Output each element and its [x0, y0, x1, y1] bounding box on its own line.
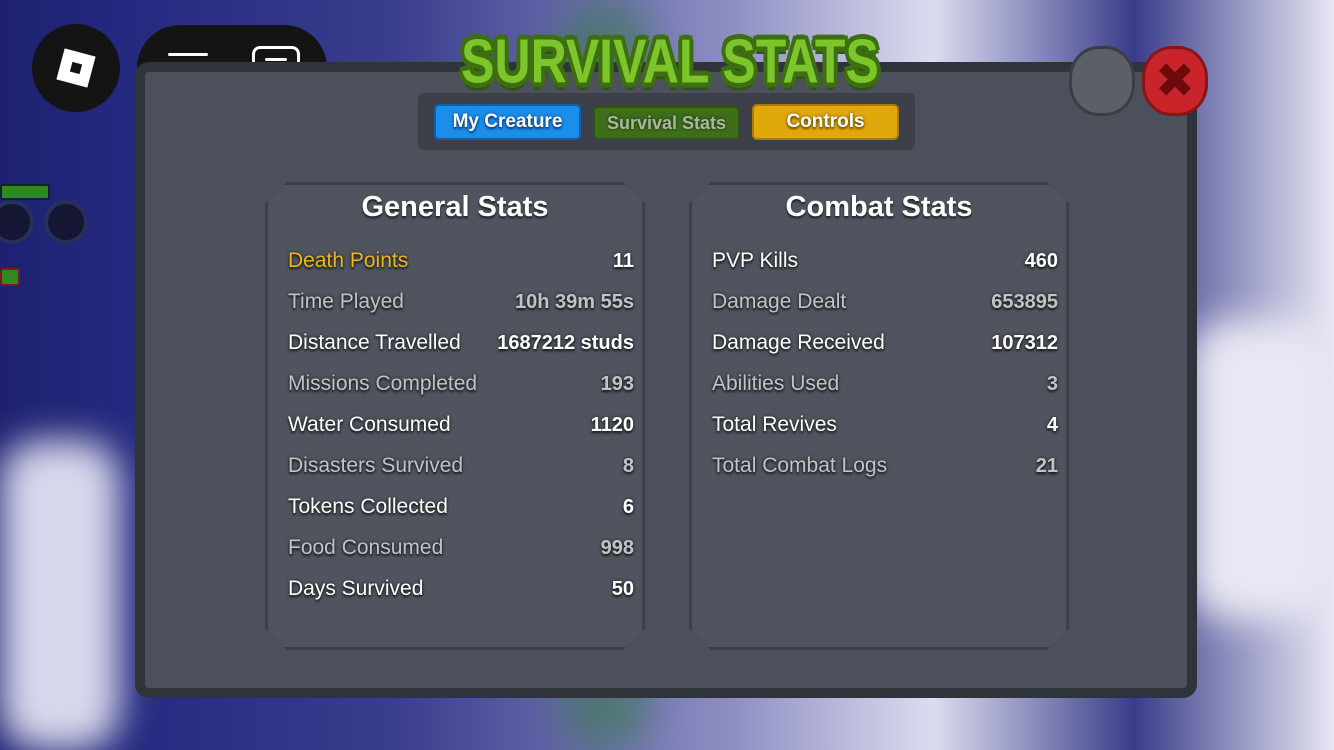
roblox-logo-icon: [56, 48, 96, 88]
stat-value: 4: [1046, 413, 1058, 436]
close-x-icon: ✖: [1154, 53, 1196, 109]
tab-survival-stats[interactable]: Survival Stats: [593, 106, 740, 140]
stat-label: Disasters Survived: [288, 454, 464, 477]
stat-label: Days Survived: [288, 577, 424, 600]
stat-value: 21: [1035, 454, 1058, 477]
stat-value: 8: [622, 454, 634, 477]
tab-my-creature[interactable]: My Creature: [434, 104, 581, 140]
combat-stats-heading: Combat Stats: [785, 191, 973, 223]
stat-label: Death Points: [288, 249, 409, 272]
stat-label: Total Revives: [712, 413, 837, 436]
stat-value: 6: [622, 495, 634, 518]
stat-row: Distance Travelled 1687212 studs: [288, 326, 634, 360]
status-slot: [44, 200, 88, 244]
stat-label: PVP Kills: [712, 249, 798, 272]
stat-row: Missions Completed 193: [288, 367, 634, 401]
stat-label: Distance Travelled: [288, 331, 461, 354]
stamina-bar: [0, 268, 20, 286]
general-stats-panel: General Stats Death Points 11 Time Played 1…: [265, 182, 645, 650]
stat-row: Total Combat Logs 21: [712, 449, 1058, 483]
stat-row: Total Revives 4: [712, 408, 1058, 442]
stat-value: 998: [600, 536, 634, 559]
health-bar: [0, 184, 50, 200]
stat-label: Damage Dealt: [712, 290, 847, 313]
roblox-menu-button[interactable]: [32, 24, 120, 112]
stat-row: Days Survived 50: [288, 572, 634, 606]
stat-row: Water Consumed 1120: [288, 408, 634, 442]
stone-button-icon[interactable]: [1069, 46, 1135, 116]
status-slot: [0, 200, 34, 244]
stat-value: 11: [612, 249, 634, 272]
stat-label: Time Played: [288, 290, 404, 313]
stat-label: Abilities Used: [712, 372, 840, 395]
stat-value: 653895: [991, 290, 1058, 313]
stat-row: Tokens Collected 6: [288, 490, 634, 524]
stat-value: 193: [600, 372, 634, 395]
stat-value: 10h 39m 55s: [515, 290, 634, 313]
stat-value: 107312: [991, 331, 1058, 354]
stat-label: Food Consumed: [288, 536, 444, 559]
stat-label: Damage Received: [712, 331, 885, 354]
close-button[interactable]: ✖: [1142, 46, 1208, 116]
stat-row: Abilities Used 3: [712, 367, 1058, 401]
combat-stats-panel: Combat Stats PVP Kills 460 Damage Dealt 653…: [689, 182, 1069, 650]
stat-row: Disasters Survived 8: [288, 449, 634, 483]
stat-value: 1120: [590, 413, 634, 436]
background-snow: [1190, 320, 1334, 620]
stat-row: Death Points 11: [288, 244, 634, 278]
window-title: SURVIVAL STATS: [461, 26, 879, 96]
stat-value: 3: [1046, 372, 1058, 395]
stat-value: 460: [1024, 249, 1058, 272]
stat-row: PVP Kills 460: [712, 244, 1058, 278]
stat-row: Time Played 10h 39m 55s: [288, 285, 634, 319]
tab-controls[interactable]: Controls: [752, 104, 899, 140]
stat-value: 1687212 studs: [497, 331, 634, 354]
stat-label: Missions Completed: [288, 372, 478, 395]
stat-row: Damage Received 107312: [712, 326, 1058, 360]
stat-row: Damage Dealt 653895: [712, 285, 1058, 319]
stat-label: Water Consumed: [288, 413, 451, 436]
stat-label: Tokens Collected: [288, 495, 448, 518]
background-snow: [0, 440, 120, 750]
stat-value: 50: [611, 577, 634, 600]
general-stats-heading: General Stats: [361, 191, 549, 223]
stat-row: Food Consumed 998: [288, 531, 634, 565]
stat-label: Total Combat Logs: [712, 454, 888, 477]
